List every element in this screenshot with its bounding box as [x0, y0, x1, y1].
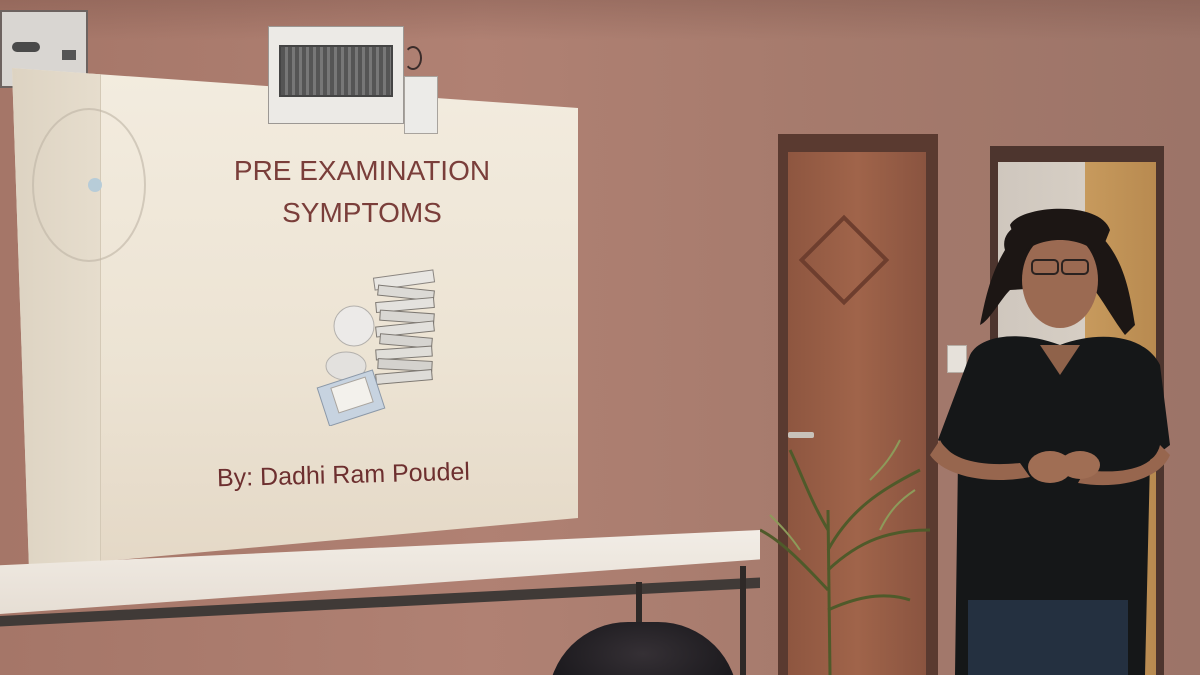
projected-slide: PRE EXAMINATION SYMPTOMS By:	[12, 68, 578, 568]
slide-title-line2: SYMPTOMS	[282, 197, 442, 228]
presenter-person	[930, 208, 1170, 675]
projector-vent	[279, 45, 393, 97]
slide-author: By: Dadhi Ram Poudel	[216, 457, 471, 493]
projector-plug-box	[404, 76, 438, 134]
table-leg	[636, 582, 642, 622]
door-handle	[788, 432, 814, 438]
projector-cable	[404, 46, 422, 70]
wall-box-socket	[62, 50, 76, 60]
ceiling-projector-unit	[268, 26, 404, 124]
slide-decoration-circle	[32, 108, 146, 262]
slide-title: PRE EXAMINATION SYMPTOMS	[162, 150, 562, 234]
potted-plant	[760, 439, 931, 675]
chair-back	[548, 622, 738, 675]
ceiling-shadow	[0, 0, 1200, 40]
student-figure-icon	[316, 305, 386, 426]
stressed-student-clipart	[316, 269, 436, 426]
light-switch	[947, 345, 967, 373]
wall-box-switch	[12, 42, 40, 52]
table-leg	[740, 566, 746, 675]
wooden-door	[788, 152, 926, 675]
paper-stack-icon	[372, 269, 436, 385]
slide-decoration-dot	[88, 178, 102, 192]
slide-title-line1: PRE EXAMINATION	[233, 155, 491, 186]
